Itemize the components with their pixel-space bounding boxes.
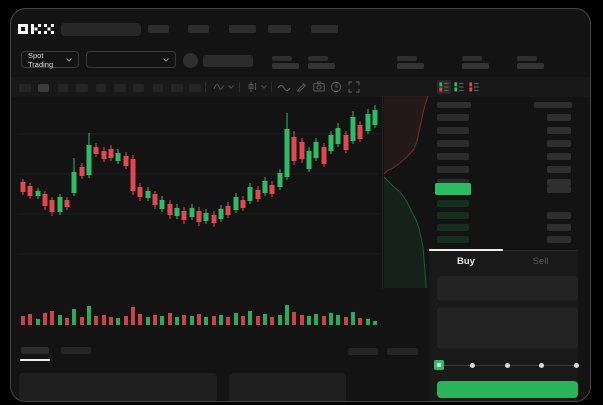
timeframe-button-1[interactable] [19,84,31,92]
orderbook-layout-bids-icon[interactable] [452,80,466,94]
bid-row-amount [547,224,571,231]
orderbook-layout-combined-icon[interactable] [437,80,451,94]
search-input[interactable] [61,23,141,36]
timeframe-button-4[interactable] [76,84,88,92]
timeframe-button-6[interactable] [114,84,126,92]
market-type-selector[interactable]: Spot Trading [21,50,79,69]
last-price-bar[interactable] [435,183,471,195]
slider-stop-3[interactable] [539,363,544,368]
stat-value-placeholder-1 [272,63,299,69]
stat-value-placeholder-5 [517,63,544,69]
bid-row-amount [547,212,571,219]
bid-row-price[interactable] [437,200,469,207]
stat-value-placeholder-4 [462,63,489,69]
buy-tab-indicator [429,249,503,251]
bid-row-price[interactable] [437,236,469,243]
buy-button[interactable] [437,381,578,398]
amount-input[interactable] [437,307,578,349]
orderbook-header-amount [534,102,572,108]
ask-row-price[interactable] [437,153,469,160]
avatar[interactable] [183,53,198,68]
bid-row-amount [547,236,571,243]
stat-label-placeholder-5 [517,56,537,61]
ask-row-price[interactable] [437,140,469,147]
nav-item-2[interactable] [188,25,209,33]
indicator-dropdown[interactable] [211,81,235,93]
ask-row-amount [547,179,571,186]
chart-footer-control-2[interactable] [387,348,418,355]
tab-buy[interactable]: Buy [457,256,475,267]
bottom-tab-2[interactable] [61,347,91,354]
nav-item-3[interactable] [229,25,256,33]
stat-label-placeholder-3 [397,56,417,61]
nav-item-1[interactable] [148,25,169,33]
timeframe-button-2[interactable] [38,84,49,92]
tab-sell[interactable]: Sell [532,256,549,267]
nav-item-4[interactable] [268,25,291,33]
timeframe-button-5[interactable] [96,84,106,92]
tab-divider [429,250,578,251]
timeframe-button-8[interactable] [153,84,163,92]
ask-row-price[interactable] [437,114,469,121]
line-tool-icon[interactable] [276,81,291,93]
fullscreen-icon[interactable] [347,80,360,93]
timeframe-button-3[interactable] [58,84,68,92]
bid-row-price[interactable] [437,224,469,231]
stat-value-placeholder-2 [308,63,335,69]
market-type-label: Spot Trading [28,50,54,69]
account-button[interactable] [203,55,253,67]
slider-stop-1[interactable] [470,363,475,368]
draw-tool-icon[interactable] [295,80,308,93]
stat-label-placeholder-1 [272,56,292,61]
nav-item-5[interactable] [311,25,338,33]
stat-value-placeholder-3 [397,63,424,69]
candlestick-chart[interactable] [15,97,381,333]
camera-icon[interactable] [312,80,325,93]
orderbook-layout-asks-icon[interactable] [467,80,481,94]
price-input[interactable] [437,276,578,301]
stat-label-placeholder-4 [462,56,482,61]
timeframe-button-10[interactable] [189,84,201,92]
timeframe-button-7[interactable] [133,84,144,92]
bottom-tab-active[interactable] [21,347,49,354]
slider-stop-4[interactable] [573,363,579,368]
chart-footer-control-1[interactable] [348,348,378,355]
ask-row-amount [547,114,571,121]
stat-label-placeholder-2 [308,56,328,61]
last-price-amount [547,186,571,193]
ask-row-price[interactable] [437,179,469,186]
ask-row-amount [547,153,571,160]
candle-style-dropdown[interactable] [245,81,269,93]
chevron-down-icon [260,85,267,89]
orders-panel-2 [229,373,346,401]
depth-overlay [382,95,429,289]
timer-icon[interactable] [329,80,342,93]
okx-logo [18,24,54,34]
bid-row-price[interactable] [437,212,469,219]
timeframe-button-9[interactable] [171,84,183,92]
ask-row-amount [547,140,571,147]
slider-handle[interactable] [434,360,444,370]
ask-row-price[interactable] [437,166,469,173]
ask-row-amount [547,127,571,134]
trading-pair-selector[interactable] [86,51,176,68]
orderbook-header-price [437,102,471,108]
bottom-tab-indicator [20,359,50,361]
orders-panel-1 [19,373,217,401]
volume-bars [21,305,377,325]
slider-stop-2[interactable] [504,363,510,368]
chevron-down-icon [163,57,169,62]
chevron-down-icon [66,57,72,62]
ask-row-amount [547,166,571,173]
app-window: Spot Trading [10,8,591,402]
ask-row-price[interactable] [437,127,469,134]
chevron-down-icon [227,85,234,89]
